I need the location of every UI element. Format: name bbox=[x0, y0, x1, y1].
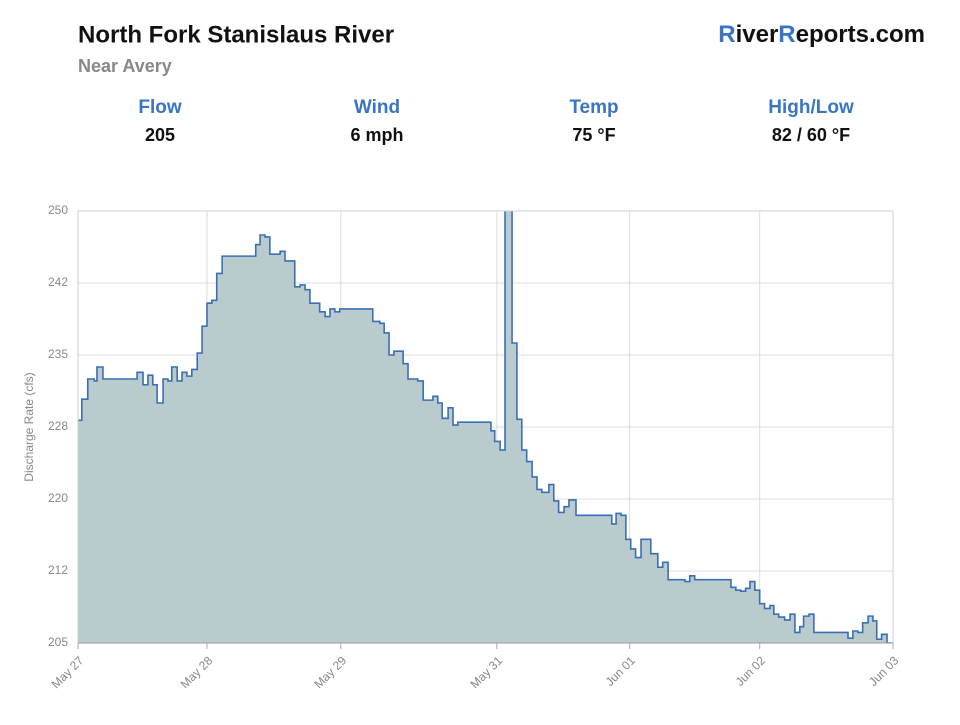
stat-label: Temp bbox=[569, 97, 618, 118]
stat-value: 75 °F bbox=[572, 125, 615, 145]
stat-label: High/Low bbox=[768, 97, 854, 118]
stat-value: 6 mph bbox=[350, 125, 403, 145]
y-tick-label: 212 bbox=[48, 563, 68, 577]
x-tick-label: May 28 bbox=[178, 653, 216, 691]
y-tick-label: 205 bbox=[48, 635, 68, 649]
brand-part: R bbox=[718, 21, 735, 48]
y-tick-label: 220 bbox=[48, 491, 68, 505]
stats: Flow 205 Wind 6 mph Temp 75 °F High/Low 82 / 60… bbox=[138, 97, 854, 145]
brand[interactable]: RiverReports.com bbox=[718, 21, 925, 48]
stat-value: 205 bbox=[145, 125, 175, 145]
x-tick-label: Jun 02 bbox=[733, 653, 769, 689]
x-tick-label: May 31 bbox=[468, 653, 506, 691]
y-axis-title: Discharge Rate (cfs) bbox=[22, 372, 36, 481]
stat-label: Wind bbox=[354, 97, 400, 118]
brand-part: eports.com bbox=[796, 21, 925, 48]
y-tick-label: 250 bbox=[48, 203, 68, 217]
area bbox=[78, 211, 893, 643]
x-tick-label: May 29 bbox=[311, 653, 349, 691]
stat-label: Flow bbox=[138, 97, 181, 118]
y-tick-label: 235 bbox=[48, 347, 68, 361]
x-tick-label: Jun 01 bbox=[603, 653, 639, 689]
x-tick-label: May 27 bbox=[49, 653, 87, 691]
y-tick-label: 242 bbox=[48, 275, 68, 289]
brand-part: R bbox=[778, 21, 795, 48]
chart: 205 212 220 228 235 242 250 May 27 May 28 May 29 M… bbox=[22, 203, 902, 691]
subtitle: Near Avery bbox=[78, 56, 172, 76]
y-tick-label: 228 bbox=[48, 419, 68, 433]
brand-part: iver bbox=[736, 21, 779, 48]
stat-value: 82 / 60 °F bbox=[772, 125, 850, 145]
x-tick-label: Jun 03 bbox=[866, 653, 902, 689]
line bbox=[78, 211, 893, 643]
title: North Fork Stanislaus River bbox=[78, 21, 394, 48]
